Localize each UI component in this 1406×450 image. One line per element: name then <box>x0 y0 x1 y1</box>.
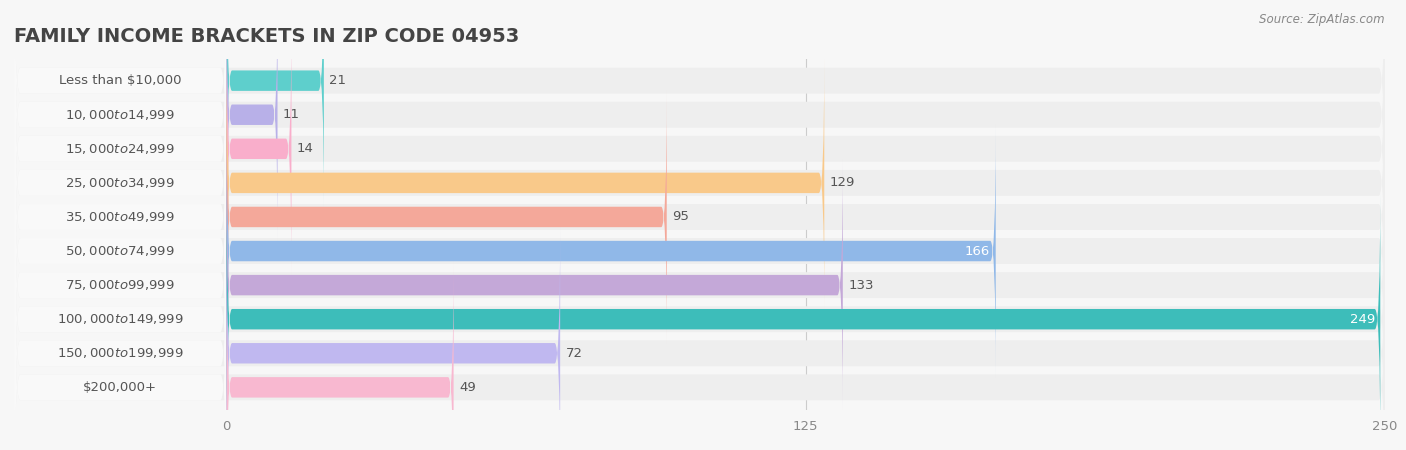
FancyBboxPatch shape <box>226 22 291 275</box>
Text: $150,000 to $199,999: $150,000 to $199,999 <box>58 346 184 360</box>
Text: 166: 166 <box>965 244 990 257</box>
FancyBboxPatch shape <box>14 179 226 450</box>
Text: 129: 129 <box>830 176 855 189</box>
Text: $15,000 to $24,999: $15,000 to $24,999 <box>66 142 176 156</box>
FancyBboxPatch shape <box>14 111 1385 392</box>
Text: $35,000 to $49,999: $35,000 to $49,999 <box>66 210 176 224</box>
FancyBboxPatch shape <box>14 145 1385 426</box>
FancyBboxPatch shape <box>226 0 323 207</box>
FancyBboxPatch shape <box>14 111 226 392</box>
Text: 95: 95 <box>672 211 689 224</box>
Text: $10,000 to $14,999: $10,000 to $14,999 <box>66 108 176 122</box>
Text: $75,000 to $99,999: $75,000 to $99,999 <box>66 278 176 292</box>
FancyBboxPatch shape <box>14 0 1385 255</box>
Text: $200,000+: $200,000+ <box>83 381 157 394</box>
FancyBboxPatch shape <box>226 0 277 241</box>
FancyBboxPatch shape <box>14 0 226 255</box>
FancyBboxPatch shape <box>14 9 226 289</box>
Text: $25,000 to $34,999: $25,000 to $34,999 <box>66 176 176 190</box>
FancyBboxPatch shape <box>14 145 226 426</box>
Text: $50,000 to $74,999: $50,000 to $74,999 <box>66 244 176 258</box>
FancyBboxPatch shape <box>14 42 1385 323</box>
FancyBboxPatch shape <box>226 57 824 309</box>
FancyBboxPatch shape <box>14 0 226 221</box>
FancyBboxPatch shape <box>14 179 1385 450</box>
Text: $100,000 to $149,999: $100,000 to $149,999 <box>58 312 184 326</box>
FancyBboxPatch shape <box>14 42 226 323</box>
Text: 133: 133 <box>848 279 873 292</box>
FancyBboxPatch shape <box>14 0 1385 221</box>
Text: FAMILY INCOME BRACKETS IN ZIP CODE 04953: FAMILY INCOME BRACKETS IN ZIP CODE 04953 <box>14 27 519 46</box>
FancyBboxPatch shape <box>226 261 454 450</box>
FancyBboxPatch shape <box>14 9 1385 289</box>
FancyBboxPatch shape <box>226 125 995 377</box>
FancyBboxPatch shape <box>14 247 1385 450</box>
Text: 21: 21 <box>329 74 346 87</box>
FancyBboxPatch shape <box>226 193 1381 446</box>
Text: 14: 14 <box>297 142 314 155</box>
Text: Source: ZipAtlas.com: Source: ZipAtlas.com <box>1260 14 1385 27</box>
FancyBboxPatch shape <box>14 247 226 450</box>
FancyBboxPatch shape <box>226 227 560 450</box>
FancyBboxPatch shape <box>14 76 1385 357</box>
Text: 249: 249 <box>1350 313 1375 326</box>
FancyBboxPatch shape <box>226 91 666 343</box>
Text: 11: 11 <box>283 108 299 121</box>
FancyBboxPatch shape <box>14 213 226 450</box>
Text: 72: 72 <box>565 347 582 360</box>
FancyBboxPatch shape <box>226 159 842 411</box>
FancyBboxPatch shape <box>14 76 226 357</box>
Text: Less than $10,000: Less than $10,000 <box>59 74 181 87</box>
FancyBboxPatch shape <box>14 213 1385 450</box>
Text: 49: 49 <box>460 381 475 394</box>
